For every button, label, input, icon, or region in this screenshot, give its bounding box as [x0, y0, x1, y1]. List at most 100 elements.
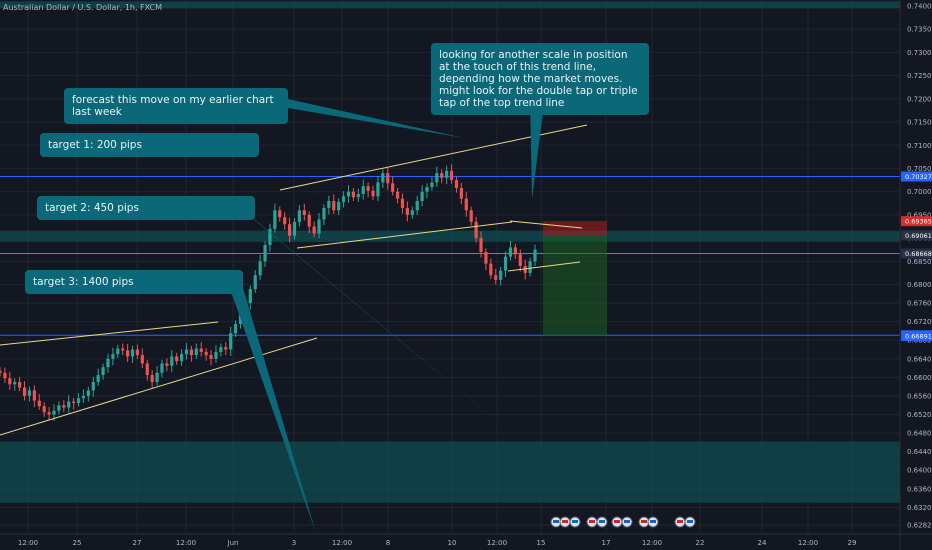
- x-tick-label: 15: [537, 539, 546, 547]
- candle-body: [371, 190, 375, 197]
- event-flag-mark: [687, 520, 693, 523]
- candle-body: [356, 194, 360, 198]
- candle-body: [22, 387, 27, 396]
- candle-body: [386, 173, 390, 184]
- callout-scale[interactable]: looking for another scale in position at…: [431, 43, 649, 115]
- candle-body: [508, 247, 513, 257]
- candle-body: [273, 210, 277, 229]
- callout-forecast[interactable]: forecast this move on my earlier chart l…: [64, 88, 288, 124]
- price-tag-bg-2: [901, 230, 932, 241]
- candle-body: [430, 182, 434, 188]
- x-tick-label: 27: [133, 539, 142, 547]
- candle-body: [346, 191, 351, 197]
- candle-body: [57, 405, 61, 411]
- candle-body: [81, 395, 86, 399]
- trend-line-4: [507, 261, 581, 272]
- event-flag-mark: [589, 520, 595, 523]
- candle-body: [287, 224, 292, 236]
- x-tick-label: 22: [696, 539, 705, 547]
- event-flag-mark: [572, 520, 578, 523]
- candle-body: [317, 219, 321, 234]
- x-tick-label: 10: [448, 539, 457, 547]
- callout-target1[interactable]: target 1: 200 pips: [40, 133, 259, 157]
- candle-body: [391, 183, 395, 192]
- candle-body: [292, 221, 297, 236]
- event-flag-mark: [677, 520, 683, 523]
- candle-body: [332, 200, 336, 211]
- candle-body: [111, 354, 115, 359]
- candle-body: [459, 187, 463, 199]
- x-tick-label: 24: [758, 539, 767, 547]
- candle-body: [0, 370, 2, 373]
- candle-body: [283, 217, 287, 225]
- symbol-title: Australian Dollar / U.S. Dollar, 1h, FXC…: [3, 3, 163, 12]
- candle-body: [27, 390, 32, 396]
- candle-body: [101, 367, 105, 376]
- candle-body: [420, 191, 424, 201]
- trend-line-5: [509, 220, 583, 229]
- x-tick-label: 29: [848, 539, 857, 547]
- event-flag-mark: [599, 520, 605, 523]
- callout-pointer-2: [240, 208, 516, 437]
- candle-body: [13, 382, 17, 385]
- candle-body: [229, 333, 233, 350]
- candle-body: [130, 349, 135, 357]
- callout-target3[interactable]: target 3: 1400 pips: [25, 270, 243, 294]
- event-flag-mark: [614, 520, 620, 523]
- candle-body: [150, 375, 154, 383]
- price-tag-bg-0: [901, 171, 932, 182]
- candle-body: [116, 348, 120, 355]
- price-tag-bg-3: [901, 248, 932, 259]
- x-tick-label: Jun: [227, 539, 239, 547]
- zone-rect-2: [0, 441, 900, 503]
- event-flag-mark: [641, 520, 647, 523]
- price-tag-bg-5: [901, 331, 932, 342]
- candle-body: [209, 355, 213, 359]
- x-tick-label: 12:00: [332, 539, 352, 547]
- x-tick-label: 12:00: [487, 539, 507, 547]
- candle-body: [106, 358, 110, 368]
- callout-pointer-0: [288, 99, 464, 138]
- candle-body: [180, 354, 184, 362]
- callout-pointer-4: [530, 96, 545, 200]
- candle-body: [135, 349, 140, 356]
- candle-body: [170, 356, 174, 366]
- candle-body: [400, 198, 405, 208]
- candle-body: [47, 412, 51, 415]
- candle-body: [533, 249, 537, 262]
- candle-body: [494, 275, 498, 280]
- candle-body: [72, 401, 76, 403]
- trend-line-0: [0, 321, 219, 346]
- callout-target2[interactable]: target 2: 450 pips: [37, 196, 255, 220]
- price-tag-label: 0.69365: [905, 218, 932, 226]
- candle-body: [337, 201, 341, 211]
- candle-body: [121, 348, 125, 351]
- x-tick-label: 25: [73, 539, 82, 547]
- candle-body: [268, 228, 272, 246]
- trend-line-3: [296, 221, 513, 249]
- candle-body: [351, 191, 355, 198]
- event-flag-mark: [562, 520, 568, 523]
- candle-body: [199, 348, 203, 352]
- candle-body: [140, 355, 144, 364]
- candle-body: [37, 400, 41, 407]
- candle-body: [327, 200, 331, 208]
- callout-pointer-3: [228, 283, 316, 533]
- time-axis-bg: [0, 534, 932, 550]
- candle-body: [513, 247, 517, 255]
- candle-body: [499, 270, 503, 280]
